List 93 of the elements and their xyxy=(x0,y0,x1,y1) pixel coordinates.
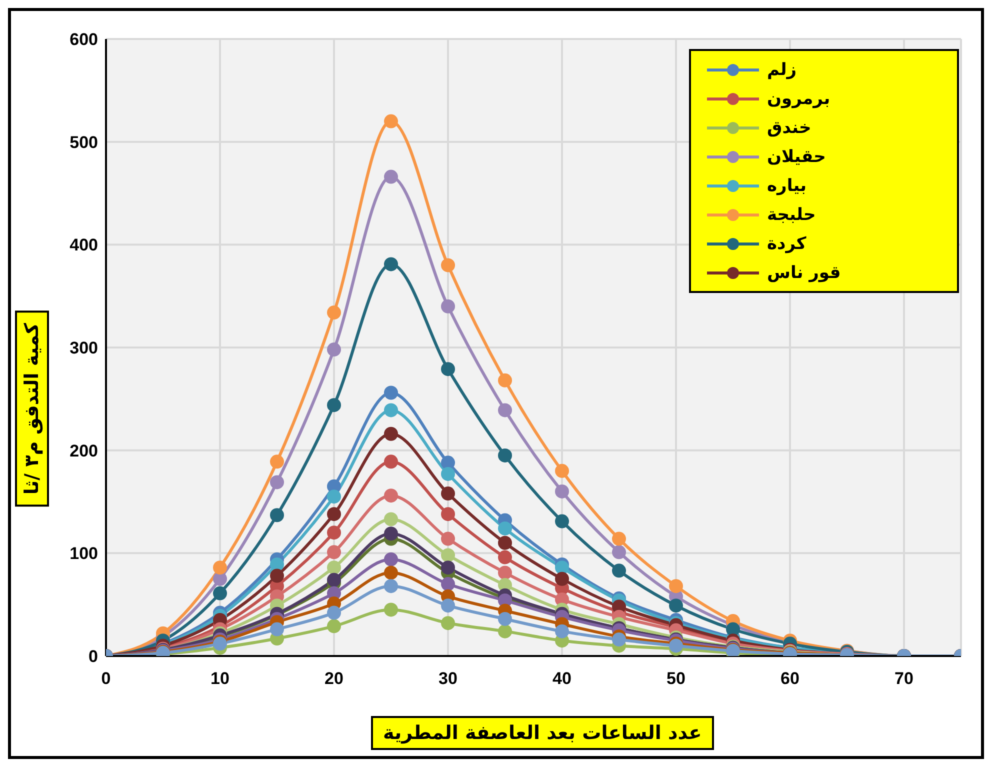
point xyxy=(555,464,569,478)
point xyxy=(498,566,512,580)
point xyxy=(498,448,512,462)
point xyxy=(327,526,341,540)
point xyxy=(498,624,512,638)
legend-label: حلبجة xyxy=(767,204,816,224)
y-tick-label: 400 xyxy=(70,236,98,255)
y-tick-label: 300 xyxy=(70,338,98,358)
y-axis-title: كمية التدفق م٣ /ثا xyxy=(15,311,49,507)
point xyxy=(498,536,512,550)
point xyxy=(555,514,569,528)
point xyxy=(270,454,284,469)
point xyxy=(327,342,341,357)
x-tick-label: 50 xyxy=(666,669,686,688)
point xyxy=(384,602,398,617)
x-axis-title: عدد الساعات بعد العاصفة المطرية xyxy=(371,716,714,750)
point xyxy=(498,521,512,536)
y-tick-label: 600 xyxy=(70,30,98,50)
point xyxy=(612,564,626,578)
point xyxy=(441,598,455,613)
legend-label: بياره xyxy=(767,176,807,196)
point xyxy=(555,572,569,586)
x-tick-label: 10 xyxy=(210,669,230,688)
point xyxy=(498,403,512,418)
legend-label: برمرون xyxy=(767,88,830,108)
point xyxy=(327,507,341,522)
point xyxy=(384,426,398,441)
legend-label: حقيلان xyxy=(767,146,826,166)
point xyxy=(384,454,398,469)
x-tick-label: 40 xyxy=(552,669,572,688)
point xyxy=(270,475,284,490)
point xyxy=(327,572,341,587)
y-tick-label: 0 xyxy=(88,647,98,666)
point xyxy=(270,557,284,572)
legend-label: قور ناس xyxy=(767,262,841,282)
point xyxy=(441,456,455,470)
x-tick-label: 30 xyxy=(438,669,458,688)
x-tick-label: 0 xyxy=(101,669,111,688)
point xyxy=(441,299,455,314)
point xyxy=(327,560,341,575)
point xyxy=(384,488,398,503)
point xyxy=(327,398,341,412)
point xyxy=(384,552,398,566)
point xyxy=(213,572,227,586)
point xyxy=(327,606,341,620)
point xyxy=(384,512,398,526)
legend-label: خندق xyxy=(767,118,812,138)
point xyxy=(555,484,569,498)
point xyxy=(384,526,398,541)
point xyxy=(669,598,683,613)
point xyxy=(213,560,227,575)
point xyxy=(213,586,227,600)
point xyxy=(270,508,284,522)
point xyxy=(441,560,455,575)
x-tick-label: 70 xyxy=(894,669,914,688)
legend-label: زلم xyxy=(767,60,797,80)
point xyxy=(441,466,455,481)
y-tick-label: 500 xyxy=(70,132,98,152)
point xyxy=(441,507,455,522)
point xyxy=(441,258,455,272)
point xyxy=(441,577,455,592)
point xyxy=(555,624,569,638)
point xyxy=(441,486,455,501)
point xyxy=(441,362,455,376)
legend-label: كردة xyxy=(767,234,806,254)
point xyxy=(384,403,398,418)
point xyxy=(441,532,455,546)
point xyxy=(498,550,512,564)
point xyxy=(669,579,683,594)
x-tick-label: 20 xyxy=(324,669,344,688)
point xyxy=(270,622,284,636)
point xyxy=(327,619,341,634)
point xyxy=(327,306,341,320)
point xyxy=(384,386,398,400)
point xyxy=(612,545,626,560)
point xyxy=(327,490,341,504)
point xyxy=(612,632,626,647)
point xyxy=(384,257,398,272)
point xyxy=(270,568,284,583)
y-tick-label: 100 xyxy=(70,544,98,564)
point xyxy=(441,616,455,630)
point xyxy=(384,579,398,594)
point xyxy=(555,560,569,575)
point xyxy=(441,548,455,562)
point xyxy=(384,566,398,580)
y-tick-label: 200 xyxy=(70,441,98,460)
point xyxy=(384,114,398,128)
x-tick-label: 60 xyxy=(780,669,800,688)
point xyxy=(612,532,626,546)
point xyxy=(327,545,341,560)
point xyxy=(384,170,398,184)
point xyxy=(498,612,512,626)
point xyxy=(498,373,512,388)
